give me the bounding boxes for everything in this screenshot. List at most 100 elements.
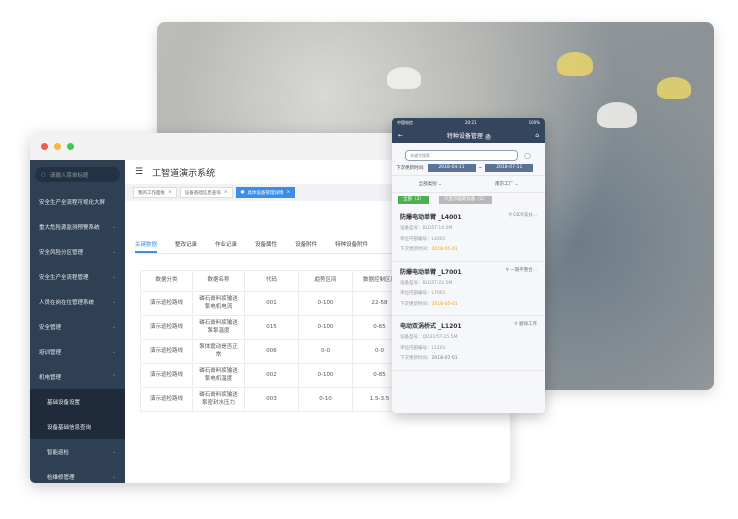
close-icon[interactable]: × [168,190,172,195]
date-label: 下次更新时间: [396,166,425,171]
chevron-icon: ⌄ [111,348,116,355]
nav-title: 特种设备管理 [446,132,483,140]
menu-search-input[interactable]: ○ 请输入菜单标题 [35,167,120,182]
sidebar-item-label: 机电管理 [39,374,62,381]
table-cell: 磷石膏料浆输送泵电机温度 [192,363,245,388]
help-icon[interactable]: ? [484,133,492,140]
location-pin-icon: ⚲ [505,267,509,273]
table-cell: 演示巡检路线 [140,315,193,340]
search-icon: ○ [41,171,46,178]
sidebar-subitem[interactable]: 检维修管理 ⌄ [30,464,125,483]
sidebar-subitem[interactable]: 智能巡检 ⌄ [30,439,125,464]
column-header: 趋势区间 [298,270,353,292]
sidebar-item[interactable]: 安全风险分区管理 ⌄ [30,239,125,264]
table-cell: 003 [244,387,299,412]
chevron-icon: ⌃ [111,373,116,380]
sidebar-item-label: 安全生产全流程可视化大屏 [39,199,106,206]
page-tag[interactable]: 我的工作面板 × [133,187,177,198]
close-dot[interactable] [41,143,48,150]
sidebar-item[interactable]: 重大危险源监测预警系统 ⌄ [30,214,125,239]
sidebar-item-label: 智能巡检 [47,449,70,456]
page-tag[interactable]: 设备基础信息查询 × [179,187,233,198]
tab[interactable]: 设备属性 [255,242,278,248]
tag-label: 设备基础信息查询 [184,190,221,196]
desktop-window: ○ 请输入菜单标题 安全生产全流程可视化大屏 重大危险源监测预警系统 ⌄ 安全风险分区管… [30,133,510,483]
back-icon[interactable]: ← [398,131,404,139]
table-cell: 001 [244,291,299,316]
sidebar-item[interactable]: 机电管理 ⌃ [30,364,125,389]
next-update-date: 2018-07-01 [431,356,458,361]
equipment-card[interactable]: 电动双涡桥式 _L1201 ⚲ 磨煤工序 设备型号：QD32/5T-25.5M 单位内… [392,316,545,371]
sidebar-item[interactable]: 人员在岗在位管理系统 ⌄ [30,289,125,314]
next-update-date: 2018-05-01 [431,247,458,252]
column-header: 数据名称 [192,270,245,292]
sidebar-item[interactable]: 安全生产全流程管理 ⌄ [30,264,125,289]
card-model: 设备型号：BLD5T-14.5M [400,226,453,231]
card-model: 设备型号：BLD5T-22.5M [400,280,453,286]
table-cell: 0-100 [298,363,353,388]
sidebar-item-label: 检维修管理 [47,474,75,481]
helmet-decoration [557,52,593,76]
table-cell: 006 [244,339,299,364]
tab[interactable]: 设备附件 [295,242,318,248]
sidebar-item-label: 培训管理 [39,349,62,356]
card-title: 电动双涡桥式 _L1201 [400,323,462,330]
table-cell: 磷石膏料浆输送泵电机电流 [192,291,245,316]
tab-bar: 关键数据 整改记录 作业记录 设备属性 设备附件 特种设备附件 [135,240,510,254]
tag-label: 我的工作面板 [138,190,165,196]
chevron-icon: ⌄ [111,298,116,305]
factory-filter[interactable]: 南京工厂 ⌄ [495,182,519,187]
table-row: 演示巡检路线 磷石膏料浆输送泵电机电流 001 0-100 22-58 [140,291,407,316]
page-tag[interactable]: ● 具体设备管理详情 × [235,187,296,198]
sidebar-item-label: 设备基础信息查询 [47,424,92,431]
sidebar-item[interactable]: 培训管理 ⌄ [30,339,125,364]
table-cell: 0-100 [298,291,353,316]
location-pin-icon: ⚲ [508,213,512,218]
equipment-card[interactable]: 防爆电动单臂 _L7001 ⚲ 一期平整合... 设备型号：BLD5T-22.5M 单… [392,262,545,316]
data-table: 数据分类 数据名称 代码 趋势区间 数据控制区间 演示巡检路线 磷石膏料浆输送泵电机电流 00… [140,270,407,412]
tab[interactable]: 关键数据 [135,240,158,253]
expiring-only-button[interactable]: 只显示临期设备（2） [438,196,493,204]
sidebar-subitem[interactable]: 基础设备设置 [30,389,125,414]
table-row: 演示巡检路线 磷石膏料浆输送泵密封水压力 003 0-10 1.5-3.5 [140,387,407,412]
table-cell: 0-100 [298,315,353,340]
chevron-icon: ⌄ [111,448,116,455]
all-button[interactable]: 全部（3） [398,196,429,204]
chevron-icon: ⌄ [111,473,116,480]
next-update-date: 2018-05-01 [431,301,458,307]
tag-label: 具体设备管理详情 [247,190,284,196]
search-input[interactable]: 关键字搜索 [405,150,518,161]
tab[interactable]: 作业记录 [215,242,238,248]
helmet-decoration [657,77,691,99]
date-to[interactable]: 2018-07-11 [485,164,534,172]
home-icon[interactable]: ⌂ [535,131,539,139]
tab[interactable]: 特种设备附件 [335,242,369,248]
table-cell: 015 [244,315,299,340]
date-from[interactable]: 2018-04-11 [427,164,476,172]
equipment-card[interactable]: 防爆电动单臂 _L4001 ⚲ C0冷冻分... 设备型号：BLD5T-14.5M 单… [392,207,545,262]
card-title: 防爆电动单臂 _L4001 [400,214,462,221]
close-icon[interactable]: × [286,190,291,195]
chevron-icon: ⌄ [111,273,116,280]
search-icon[interactable]: ○ [524,151,531,160]
category-filter[interactable]: 全部类别 ⌄ [418,182,442,187]
main-content: ☰ 工智道演示系统 我的工作面板 × 设备基础信息查询 × ● 具体设备管理详情 × 关键数据… [125,160,510,483]
sidebar-subitem[interactable]: 设备基础信息查询 [30,414,125,439]
tab[interactable]: 整改记录 [175,242,198,248]
close-icon[interactable]: × [223,190,228,195]
table-row: 演示巡检路线 磷石膏料浆输送泵电机温度 002 0-100 0-85 [140,363,407,388]
table-cell: 磷石膏料浆输送泵泵温度 [192,315,245,340]
card-code: 单位内部编号：L1201 [400,345,446,351]
minimize-dot[interactable] [54,143,61,150]
sidebar-item-label: 重大危险源监测预警系统 [39,224,100,231]
table-cell: 0-10 [298,387,353,412]
sidebar-item[interactable]: 安全生产全流程可视化大屏 [30,189,125,214]
hamburger-icon[interactable]: ☰ [135,167,144,177]
card-location: C0冷冻分... [513,213,537,218]
carrier: 中国电信 [397,119,413,125]
table-cell: 演示巡检路线 [140,387,193,412]
card-location: 一期平整合... [510,267,537,273]
table-cell: 0-0 [298,339,353,364]
sidebar-item[interactable]: 安全管理 ⌄ [30,314,125,339]
maximize-dot[interactable] [67,143,74,150]
